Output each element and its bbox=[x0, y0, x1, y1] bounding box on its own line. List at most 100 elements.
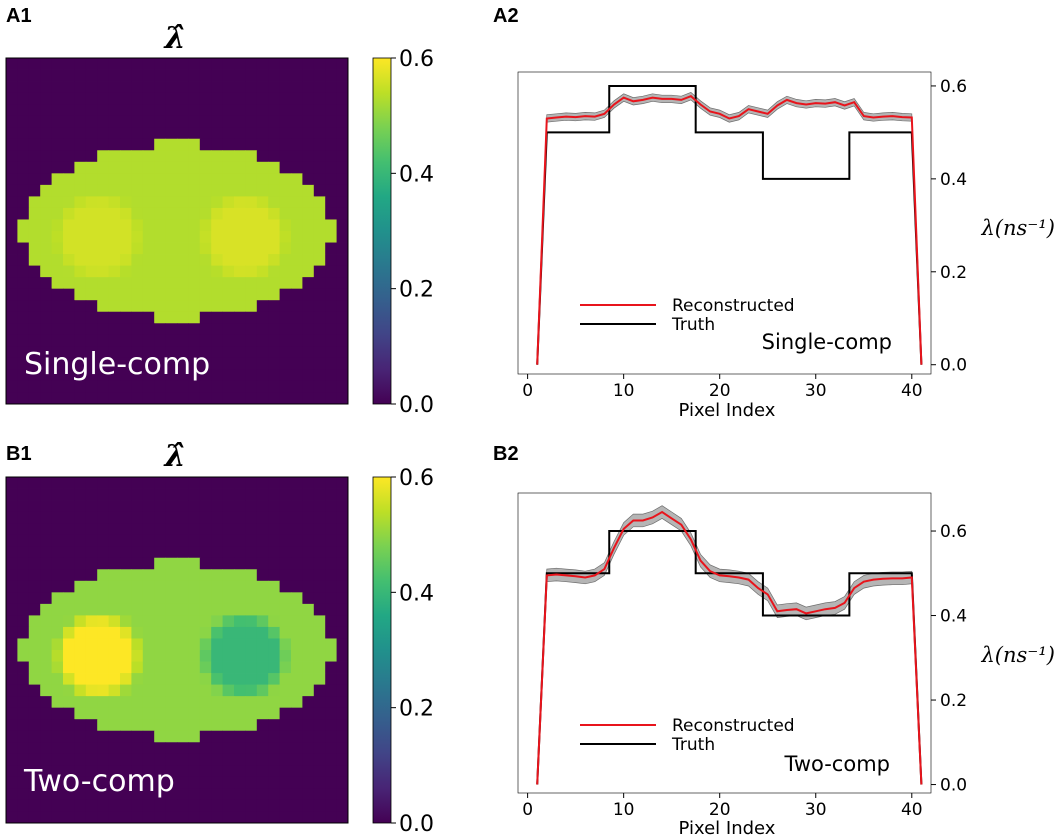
heatmap-cell bbox=[17, 650, 30, 662]
heatmap-cell bbox=[177, 742, 189, 755]
heatmap-cell bbox=[177, 569, 189, 582]
heatmap-cell bbox=[336, 277, 349, 290]
heatmap-cell bbox=[154, 346, 166, 359]
heatmap-cell bbox=[85, 673, 98, 685]
heatmap-cell bbox=[120, 626, 132, 639]
heatmap-cell bbox=[245, 500, 258, 512]
heatmap-cell bbox=[131, 115, 144, 128]
heatmap-cell bbox=[63, 742, 75, 755]
heatmap-cell bbox=[6, 753, 18, 766]
heatmap-cell bbox=[199, 650, 212, 662]
heatmap-cell bbox=[28, 81, 41, 93]
colorbar-tick-label: 0.6 bbox=[399, 466, 434, 491]
heatmap-cell bbox=[131, 207, 144, 220]
heatmap-cell bbox=[256, 323, 269, 336]
heatmap-cell bbox=[97, 254, 109, 266]
heatmap-cell bbox=[6, 534, 18, 547]
heatmap-cell bbox=[97, 719, 109, 732]
heatmap-cell bbox=[120, 369, 132, 382]
heatmap-cell bbox=[177, 650, 189, 662]
heatmap-cell bbox=[222, 173, 235, 186]
heatmap-cell bbox=[268, 380, 280, 393]
heatmap-cell bbox=[154, 650, 166, 662]
heatmap-cell bbox=[268, 127, 280, 140]
heatmap-cell bbox=[108, 776, 121, 789]
heatmap-cell bbox=[313, 811, 326, 824]
heatmap-cell bbox=[177, 673, 189, 685]
heatmap-cell bbox=[211, 684, 223, 697]
heatmap-cell bbox=[325, 254, 337, 266]
heatmap-cell bbox=[97, 392, 109, 405]
heatmap-cell bbox=[85, 684, 98, 697]
x-ticks: 0 10 20 30 40 bbox=[522, 793, 923, 820]
heatmap-cell bbox=[165, 161, 178, 174]
heatmap-cell bbox=[6, 603, 18, 616]
heatmap-cell bbox=[188, 488, 201, 501]
heatmap-cell bbox=[74, 104, 87, 117]
heatmap-cell bbox=[245, 196, 258, 209]
heatmap-cell bbox=[154, 523, 166, 536]
heatmap-cell bbox=[268, 207, 280, 220]
heatmap-cell bbox=[74, 753, 87, 766]
heatmap-cell bbox=[302, 150, 315, 163]
heatmap-cell bbox=[256, 173, 269, 186]
heatmap-cell bbox=[177, 357, 189, 370]
heatmap-cell bbox=[268, 69, 280, 82]
heatmap-cell bbox=[165, 753, 178, 766]
heatmap-cell bbox=[85, 626, 98, 639]
heatmap-cell bbox=[40, 799, 52, 812]
heatmap-cell bbox=[325, 219, 337, 232]
heatmap-cell bbox=[85, 380, 98, 393]
heatmap-cell bbox=[256, 592, 269, 605]
heatmap-cell bbox=[268, 392, 280, 405]
heatmap-cell bbox=[17, 196, 30, 209]
heatmap-cell bbox=[154, 161, 166, 174]
heatmap-cell bbox=[268, 638, 280, 651]
heatmap-cell bbox=[336, 150, 349, 163]
heatmap-cell bbox=[17, 392, 30, 405]
heatmap-cell bbox=[131, 311, 144, 324]
heatmap-cell bbox=[188, 265, 201, 278]
heatmap-cell bbox=[17, 300, 30, 313]
heatmap-cell bbox=[74, 161, 87, 174]
heatmap-cell bbox=[177, 730, 189, 743]
heatmap-cell bbox=[234, 369, 246, 382]
heatmap-cell bbox=[120, 696, 132, 709]
heatmap-cell bbox=[131, 58, 144, 70]
heatmap-cell bbox=[97, 742, 109, 755]
heatmap-cell bbox=[256, 219, 269, 232]
heatmap-cell bbox=[28, 104, 41, 117]
heatmap-cell bbox=[313, 730, 326, 743]
heatmap-cell bbox=[74, 357, 87, 370]
heatmap-cell bbox=[85, 150, 98, 163]
heatmap-cell bbox=[177, 392, 189, 405]
heatmap-cell bbox=[6, 207, 18, 220]
heatmap-cell bbox=[268, 323, 280, 336]
heatmap-cell bbox=[245, 776, 258, 789]
heatmap-cell bbox=[268, 557, 280, 570]
heatmap-cell bbox=[177, 288, 189, 301]
heatmap-cell bbox=[222, 488, 235, 501]
heatmap-cell bbox=[222, 730, 235, 743]
heatmap-cell bbox=[85, 603, 98, 616]
heatmap-cell bbox=[234, 719, 246, 732]
heatmap-cell bbox=[6, 173, 18, 186]
heatmap-cell bbox=[325, 523, 337, 536]
heatmap-cell bbox=[142, 500, 155, 512]
heatmap-cell bbox=[108, 650, 121, 662]
heatmap-cell bbox=[188, 242, 201, 255]
heatmap-cell bbox=[234, 799, 246, 812]
heatmap-cell bbox=[51, 92, 64, 105]
heatmap-cell bbox=[188, 811, 201, 824]
heatmap-cell bbox=[51, 334, 64, 347]
heatmap-cell bbox=[313, 242, 326, 255]
heatmap-cell bbox=[108, 369, 121, 382]
heatmap-cell bbox=[17, 184, 30, 197]
heatmap-cell bbox=[40, 580, 52, 593]
heatmap-cell bbox=[268, 254, 280, 266]
panel-label-b1: B1 bbox=[6, 443, 32, 465]
heatmap-cell bbox=[40, 673, 52, 685]
heatmap-cell bbox=[154, 357, 166, 370]
heatmap-cell bbox=[256, 357, 269, 370]
heatmap-cell bbox=[177, 254, 189, 266]
